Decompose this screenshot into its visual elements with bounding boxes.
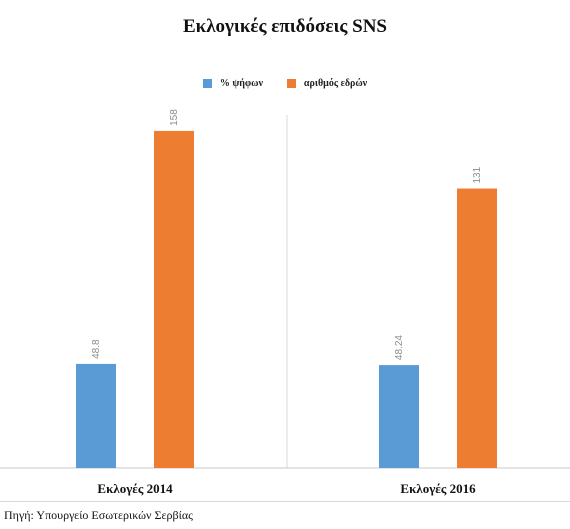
source-note: Πηγή: Υπουργείο Εσωτερικών Σερβίας <box>4 508 193 522</box>
category-label-1: Εκλογές 2014 <box>97 481 173 496</box>
bottom-rule <box>0 501 570 502</box>
legend-swatch-votes <box>202 79 212 88</box>
bar-seats-2 <box>457 188 497 469</box>
data-label-votes-1: 48.8 <box>91 339 102 359</box>
legend-item-votes: % ψήφων <box>202 78 263 89</box>
data-label-votes-2: 48.24 <box>394 335 405 360</box>
bar-votes-2 <box>379 365 419 468</box>
bar-votes-1 <box>76 363 116 468</box>
bar-seats-1 <box>154 130 194 468</box>
legend-item-seats: αριθμός εδρών <box>286 78 368 89</box>
chart-title: Εκλογικές επιδόσεις SNS <box>182 16 387 37</box>
legend: % ψήφων αριθμός εδρών <box>0 78 570 89</box>
legend-label-votes: % ψήφων <box>219 78 263 89</box>
legend-swatch-seats <box>286 79 296 88</box>
data-label-seats-2: 131 <box>472 166 483 183</box>
category-label-2: Εκλογές 2016 <box>400 481 476 496</box>
data-label-seats-1: 158 <box>169 109 180 126</box>
legend-label-seats: αριθμός εδρών <box>303 78 368 89</box>
